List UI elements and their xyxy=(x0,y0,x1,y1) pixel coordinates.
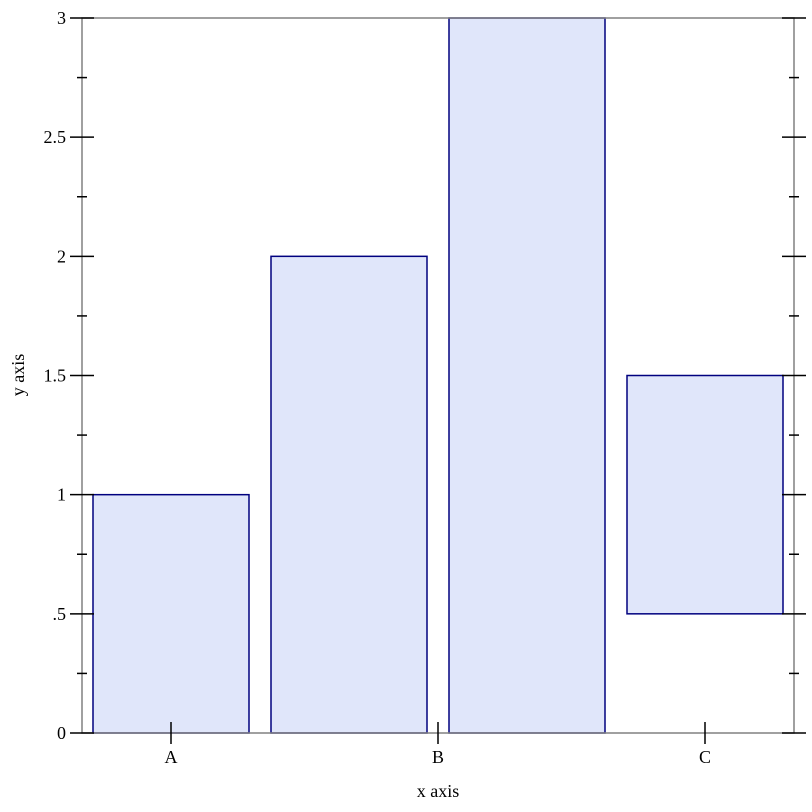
x-tick-label: C xyxy=(699,747,711,767)
y-tick-label: 2 xyxy=(57,246,66,266)
bars xyxy=(92,17,784,734)
y-tick-label: 1 xyxy=(57,485,66,505)
y-tick-label: 1.5 xyxy=(44,366,67,386)
y-axis-label: y axis xyxy=(8,354,28,397)
y-tick-label: 0 xyxy=(57,723,66,743)
x-axis-label: x axis xyxy=(417,781,460,801)
y-tick-label: 3 xyxy=(57,8,66,28)
x-tick-label: B xyxy=(432,747,444,767)
ticks: 0 .5 1 1.5 2 2.5 3 A B C xyxy=(44,8,806,767)
y-tick-label: .5 xyxy=(53,604,67,624)
x-tick-label: A xyxy=(165,747,178,767)
bar xyxy=(92,493,250,734)
bar xyxy=(448,17,606,734)
bar xyxy=(626,374,784,615)
y-tick-label: 2.5 xyxy=(44,127,67,147)
bar xyxy=(270,255,428,734)
